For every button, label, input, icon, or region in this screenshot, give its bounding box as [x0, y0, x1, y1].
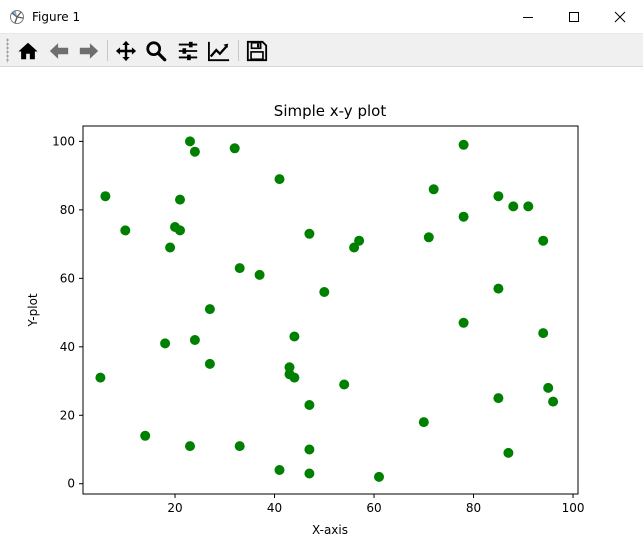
scatter-point: [319, 287, 330, 297]
y-tick-label: 40: [60, 340, 75, 354]
scatter-point: [289, 331, 300, 342]
scatter-point: [523, 201, 534, 212]
scatter-points: [95, 136, 559, 482]
y-axis: 0 20 40 60 80 100: [52, 134, 83, 491]
scatter-point: [95, 372, 106, 383]
x-tick-label: 80: [466, 501, 481, 515]
scatter-point: [274, 465, 285, 475]
forward-button[interactable]: [76, 38, 102, 64]
y-tick-label: 20: [60, 408, 75, 422]
matplotlib-icon: [10, 10, 24, 24]
close-icon: [614, 11, 626, 23]
x-tick-label: 40: [267, 501, 282, 515]
scatter-chart[interactable]: Simple x-y plot 20 40 60 80 100 0 20 40 60 80 100…: [0, 67, 643, 546]
scatter-point: [304, 468, 315, 479]
scatter-point: [508, 201, 519, 212]
home-button[interactable]: [15, 38, 41, 64]
edit-axes-button[interactable]: [206, 38, 232, 64]
scatter-point: [189, 335, 200, 345]
scatter-point: [120, 225, 131, 236]
back-button[interactable]: [46, 38, 72, 64]
save-button[interactable]: [244, 38, 270, 64]
sliders-icon: [178, 41, 198, 61]
scatter-point: [160, 338, 171, 349]
scatter-point: [493, 191, 504, 202]
scatter-point: [165, 242, 176, 253]
x-tick-label: 60: [366, 501, 381, 515]
navigation-toolbar: [0, 34, 643, 67]
move-icon: [115, 40, 137, 62]
close-button[interactable]: [597, 0, 643, 34]
toolbar-separator: [238, 40, 239, 61]
minimize-icon: [523, 17, 533, 18]
scatter-point: [493, 283, 504, 294]
home-icon: [18, 42, 38, 60]
scatter-point: [189, 146, 200, 157]
scatter-point: [538, 235, 549, 246]
scatter-point: [304, 400, 315, 410]
x-axis-label: X-axis: [312, 523, 348, 537]
maximize-button[interactable]: [551, 0, 597, 34]
zoom-button[interactable]: [143, 38, 169, 64]
scatter-point: [423, 232, 434, 243]
scatter-point: [185, 441, 195, 452]
scatter-point: [354, 235, 365, 246]
pan-button[interactable]: [113, 38, 139, 64]
x-tick-label: 20: [167, 501, 182, 515]
scatter-point: [543, 382, 554, 393]
scatter-point: [304, 228, 315, 239]
chart-title: Simple x-y plot: [274, 102, 387, 120]
y-tick-label: 60: [60, 271, 75, 285]
x-tick-label: 100: [562, 501, 585, 515]
scatter-point: [100, 191, 111, 202]
scatter-point: [274, 174, 285, 185]
toolbar-separator: [107, 40, 108, 61]
scatter-point: [229, 143, 240, 154]
title-bar[interactable]: Figure 1: [0, 0, 643, 34]
floppy-disk-icon: [246, 40, 268, 62]
scatter-point: [538, 328, 549, 339]
minimize-button[interactable]: [505, 0, 551, 34]
figure-canvas[interactable]: Simple x-y plot 20 40 60 80 100 0 20 40 60 80 100…: [0, 67, 643, 546]
scatter-point: [503, 447, 514, 458]
scatter-point: [289, 372, 300, 383]
scatter-point: [175, 225, 185, 236]
maximize-icon: [569, 12, 579, 22]
scatter-point: [428, 184, 439, 195]
scatter-point: [175, 194, 185, 205]
toolbar-grip[interactable]: [6, 38, 9, 63]
window-title: Figure 1: [32, 10, 81, 24]
arrow-left-icon: [49, 43, 69, 59]
y-tick-label: 0: [67, 477, 75, 491]
scatter-point: [234, 441, 245, 452]
magnifier-icon: [146, 41, 167, 62]
y-tick-label: 80: [60, 203, 75, 217]
subplots-button[interactable]: [175, 38, 201, 64]
scatter-point: [234, 263, 245, 274]
y-tick-label: 100: [52, 134, 75, 148]
scatter-point: [185, 136, 195, 147]
arrow-right-icon: [79, 43, 99, 59]
scatter-point: [493, 393, 504, 404]
axes-frame: [82, 125, 579, 495]
scatter-point: [374, 471, 384, 482]
scatter-point: [458, 139, 469, 150]
scatter-point: [140, 430, 151, 441]
y-axis-label: Y-plot: [26, 293, 40, 328]
figure-background: [0, 67, 643, 546]
scatter-point: [339, 379, 350, 390]
scatter-point: [204, 304, 215, 315]
scatter-point: [548, 396, 559, 407]
scatter-point: [418, 417, 429, 428]
scatter-point: [284, 362, 295, 373]
scatter-point: [254, 269, 265, 280]
scatter-point: [304, 444, 315, 455]
x-axis: 20 40 60 80 100: [167, 494, 584, 515]
scatter-point: [204, 358, 215, 369]
scatter-point: [458, 211, 469, 222]
scatter-point: [458, 317, 469, 328]
line-chart-icon: [208, 41, 230, 62]
